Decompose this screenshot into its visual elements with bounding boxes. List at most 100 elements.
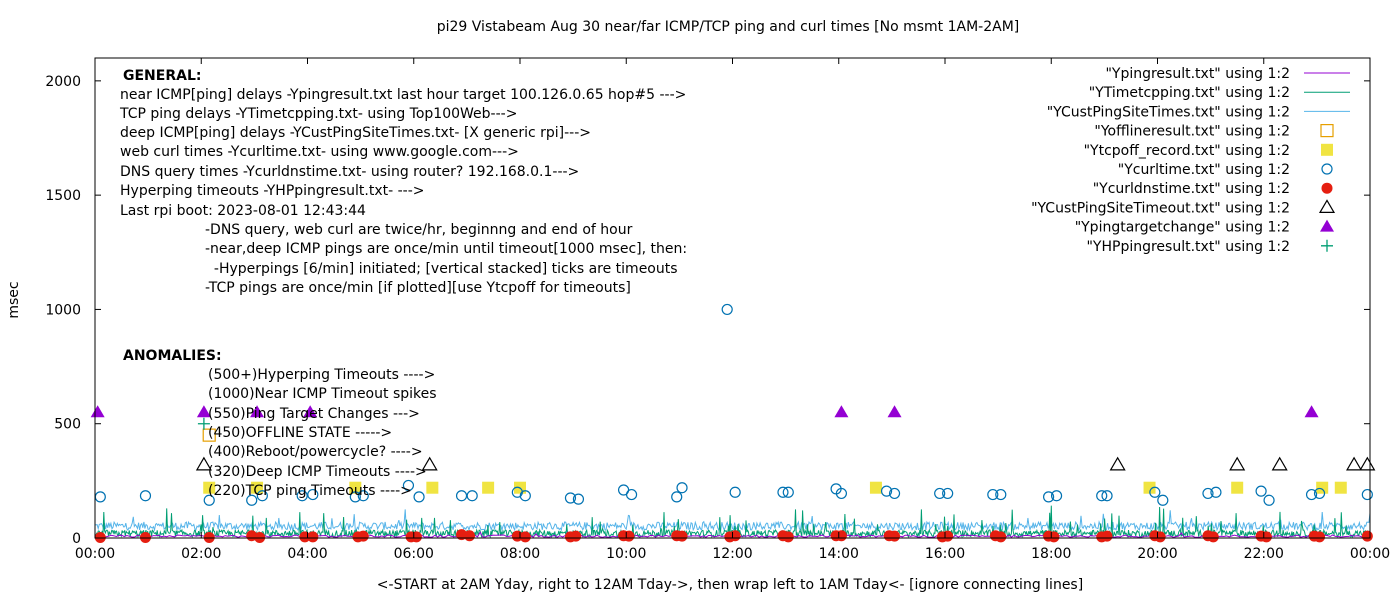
data-point (869, 481, 882, 494)
data-point (729, 486, 741, 498)
data-point (888, 487, 901, 500)
data-point (202, 428, 216, 442)
data-point (307, 488, 319, 501)
data-point (296, 490, 308, 502)
series-line-3 (94, 509, 1371, 532)
anomaly-line: (320)Deep ICMP Timeouts ----> (208, 464, 427, 480)
note-line: -near,deep ICMP pings are once/min until… (205, 241, 687, 257)
axes: 00:00 02:00 04:00 06:00 08:00 10:00 12:00 14:00… (45, 58, 1390, 562)
data-point (942, 530, 954, 542)
x-tick-label: 18:00 (1031, 546, 1071, 562)
anomaly-line: (450)OFFLINE STATE -----> (208, 425, 392, 441)
data-point (402, 479, 415, 492)
x-tick-label: 08:00 (500, 546, 540, 562)
data-point (1255, 485, 1267, 497)
annotations: GENERAL: near ICMP[ping] delays -Ypingre… (119, 68, 687, 499)
data-point (1313, 487, 1326, 500)
data-point (307, 531, 319, 543)
data-point (987, 488, 999, 501)
data-point (835, 487, 848, 500)
data-point (250, 405, 265, 418)
legend-label: "YHPpingresult.txt" using 1:2 (1086, 239, 1290, 255)
data-point (464, 530, 476, 542)
data-point (139, 490, 152, 502)
data-point (1109, 456, 1126, 471)
legend-swatch (1321, 143, 1333, 156)
data-point (410, 531, 422, 543)
data-point (1304, 405, 1319, 418)
general-line: Hyperping timeouts -YHPpingresult.txt- -… (120, 183, 425, 199)
data-point (1316, 481, 1329, 494)
data-point (256, 490, 268, 502)
data-point (721, 303, 733, 316)
data-point (203, 494, 215, 506)
data-point (1271, 456, 1288, 471)
data-point (196, 405, 211, 418)
legend-label: "Ycurltime.txt" using 1:2 (1118, 162, 1290, 178)
data-point (1048, 531, 1060, 543)
data-point (455, 490, 468, 502)
data-point (676, 482, 688, 494)
data-point (357, 490, 369, 502)
legend-label: "YCustPingSiteTimeout.txt" using 1:2 (1031, 200, 1290, 216)
data-point (426, 481, 439, 494)
legend-label: "Ytcpoff_record.txt" using 1:2 (1084, 143, 1290, 159)
x-tick-label: 00:00 (1350, 546, 1390, 562)
legend-label: "Yofflineresult.txt" using 1:2 (1094, 124, 1290, 140)
general-line: deep ICMP[ping] delays -YCustPingSiteTim… (120, 125, 591, 141)
data-point (835, 530, 847, 542)
data-point (1263, 494, 1275, 506)
data-point (887, 405, 902, 418)
general-line: near ICMP[ping] delays -Ypingresult.txt … (120, 87, 686, 103)
y-tick-label: 1000 (45, 302, 81, 318)
y-tick-label: 2000 (45, 74, 81, 90)
y-tick-label: 500 (54, 417, 81, 433)
data-point (570, 530, 582, 542)
anomalies-heading: ANOMALIES: (123, 348, 222, 364)
legend-swatch (1321, 239, 1333, 252)
data-point (1305, 488, 1318, 501)
data-point (203, 481, 216, 494)
data-point (90, 405, 105, 418)
data-point (1101, 490, 1113, 502)
chart-title: pi29 Vistabeam Aug 30 near/far ICMP/TCP … (437, 19, 1020, 35)
data-point (357, 530, 369, 542)
data-point (676, 530, 688, 542)
general-line: web curl times -Ycurltime.txt- using www… (120, 144, 519, 160)
x-axis-label: <-START at 2AM Yday, right to 12AM Tday-… (377, 577, 1083, 593)
data-point (1314, 531, 1326, 543)
data-point (413, 491, 425, 503)
data-point (1346, 456, 1363, 471)
data-point (1154, 531, 1166, 543)
data-point (1210, 486, 1222, 498)
data-point (782, 486, 794, 498)
data-point (880, 485, 893, 497)
data-point (834, 405, 849, 418)
data-point (1361, 488, 1373, 501)
data-point (782, 531, 794, 543)
data-point (1042, 491, 1055, 503)
y-tick-label: 1500 (45, 188, 81, 204)
anomaly-line: (550)Ping Target Changes ---> (208, 406, 420, 422)
legend-label: "YCustPingSiteTimes.txt" using 1:2 (1047, 104, 1290, 120)
data-point (349, 481, 362, 494)
x-tick-label: 16:00 (925, 546, 965, 562)
x-tick-label: 06:00 (394, 546, 434, 562)
data-point (1207, 531, 1219, 543)
data-point (1260, 531, 1272, 543)
x-tick-label: 02:00 (181, 546, 221, 562)
x-tick-label: 20:00 (1137, 546, 1177, 562)
data-point (519, 490, 531, 502)
data-point (1149, 486, 1161, 498)
data-point (94, 491, 106, 503)
data-point (1096, 490, 1108, 502)
data-point (303, 405, 318, 418)
legend-label: "Ycurldnstime.txt" using 1:2 (1093, 181, 1290, 197)
data-point (1101, 530, 1113, 542)
data-point (482, 481, 495, 494)
general-line: DNS query times -Ycurldnstime.txt- using… (120, 164, 579, 180)
x-tick-label: 04:00 (287, 546, 327, 562)
x-tick-label: 14:00 (819, 546, 859, 562)
data-point (564, 492, 577, 504)
